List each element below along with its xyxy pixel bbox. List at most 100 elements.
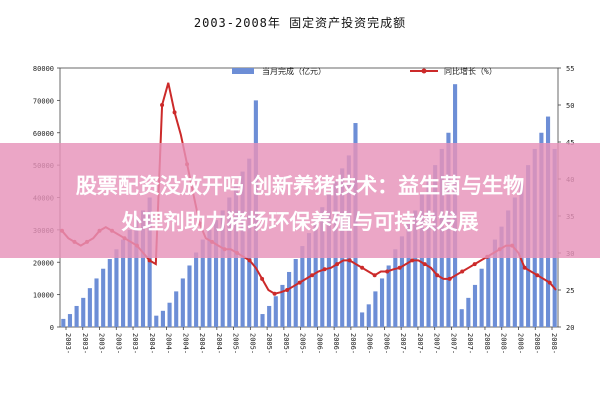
bar — [101, 268, 106, 327]
bar — [492, 239, 497, 327]
bar — [160, 310, 165, 327]
bar — [373, 291, 378, 327]
x-tick-label: 2004- — [215, 333, 223, 354]
bar — [280, 284, 285, 327]
bar — [134, 220, 139, 327]
bar — [114, 249, 119, 327]
y-left-tick-label: 60000 — [33, 130, 54, 138]
bar — [154, 315, 159, 327]
bar — [413, 210, 418, 327]
bar — [87, 288, 92, 327]
bar — [459, 309, 464, 327]
line-point — [297, 280, 302, 285]
x-tick-label: 2004- — [181, 333, 189, 354]
x-tick-label: 2008- — [483, 333, 491, 354]
bar — [140, 210, 146, 327]
line-point — [397, 265, 402, 270]
bar — [61, 318, 66, 327]
bar — [267, 305, 272, 327]
line-point — [422, 262, 427, 267]
bar — [227, 197, 232, 327]
x-tick-label: 2006- — [382, 333, 390, 354]
bar — [174, 291, 179, 327]
bar — [399, 236, 405, 327]
bar — [220, 210, 225, 327]
line-point — [410, 258, 415, 263]
headline-banner — [0, 143, 600, 258]
x-tick-label: 2003- — [114, 333, 122, 354]
line-point — [247, 258, 252, 263]
y-left-tick-label: 80000 — [33, 65, 54, 73]
x-tick-label: 2008- — [500, 333, 508, 354]
line-point — [272, 291, 277, 296]
line-point — [285, 288, 290, 292]
bar — [207, 229, 212, 327]
bar — [260, 314, 265, 327]
x-tick-label: 2005- — [232, 333, 240, 354]
legend-swatch-bar — [232, 68, 254, 74]
bar — [213, 220, 219, 327]
y-right-tick-label: 55 — [566, 65, 574, 73]
legend-swatch-marker — [421, 68, 427, 74]
x-tick-label: 2006- — [349, 333, 357, 354]
line-point — [360, 265, 365, 270]
bar — [200, 239, 205, 327]
bar — [300, 246, 305, 327]
line-point — [447, 276, 452, 281]
x-tick-label: 2006- — [315, 333, 323, 354]
y-right-tick-label: 20 — [566, 324, 574, 332]
bar — [419, 194, 424, 327]
x-tick-label: 2005- — [299, 333, 307, 354]
bar — [512, 197, 517, 327]
x-tick-label: 2008- — [550, 333, 558, 354]
chart-title: 2003-2008年 固定资产投资完成额 — [193, 16, 407, 30]
bar — [360, 312, 365, 327]
x-tick-label: 2005- — [248, 333, 256, 354]
x-tick-label: 2005- — [282, 333, 290, 354]
bar — [194, 252, 199, 327]
x-tick-label: 2007- — [399, 333, 407, 354]
x-tick-label: 2003- — [131, 333, 139, 354]
bar — [81, 297, 86, 327]
y-left-tick-label: 0 — [50, 324, 54, 332]
y-left-tick-label: 10000 — [33, 292, 54, 300]
bar — [167, 302, 172, 327]
line-point — [372, 273, 377, 278]
bar — [499, 226, 504, 327]
bar — [406, 223, 411, 327]
bar — [479, 268, 484, 327]
line-point — [260, 276, 265, 281]
bar — [472, 284, 478, 327]
y-right-tick-label: 50 — [566, 102, 574, 110]
bar — [180, 278, 185, 327]
bar — [486, 255, 491, 327]
bar — [127, 229, 132, 327]
line-point — [347, 258, 352, 263]
x-tick-label: 2003- — [98, 333, 106, 354]
x-tick-label: 2007- — [449, 333, 457, 354]
line-point — [160, 103, 165, 107]
line-point — [385, 269, 390, 274]
x-tick-label: 2007- — [433, 333, 441, 354]
bar — [393, 249, 398, 327]
legend-label-bar: 当月完成（亿元） — [262, 66, 326, 76]
x-tick-label: 2004- — [165, 333, 173, 354]
x-tick-label: 2003- — [81, 333, 89, 354]
bar — [94, 278, 99, 327]
line-point — [472, 262, 477, 267]
x-tick-label: 2006- — [366, 333, 374, 354]
y-left-tick-label: 20000 — [33, 259, 54, 267]
bar — [386, 265, 391, 327]
bar — [67, 314, 73, 327]
line-point — [535, 273, 540, 278]
line-point — [522, 265, 527, 270]
legend-label-line: 同比增长（%） — [444, 66, 497, 76]
bar — [121, 239, 126, 327]
x-tick-label: 2004- — [148, 333, 156, 354]
line-point — [460, 269, 465, 274]
x-tick-label: 2008- — [533, 333, 541, 354]
x-tick-label: 2008- — [516, 333, 524, 354]
x-tick-label: 2003- — [64, 333, 72, 354]
line-point — [310, 273, 315, 278]
